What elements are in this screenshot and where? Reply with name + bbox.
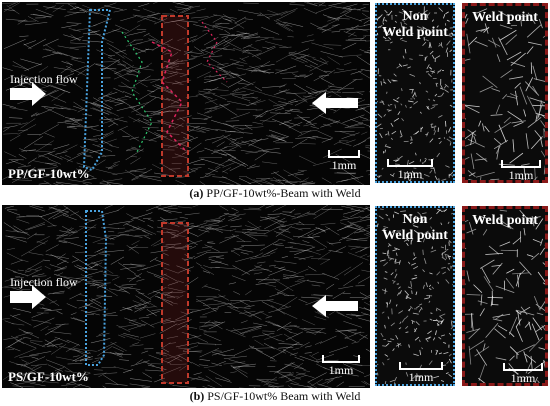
crop-non-weld-b: Non Weld point 1mm: [375, 206, 455, 386]
scale-bar-label: 1mm: [397, 167, 423, 181]
scale-bar-line: [387, 159, 433, 167]
injection-arrow-right-icon: [10, 82, 46, 106]
ct-image-main-b: Injection flow PS/GF-10wt% 1mm: [2, 205, 370, 388]
weld-overlay-a: [10, 9, 358, 177]
weld-overlay-b: [10, 210, 358, 384]
caption-text: PS/GF-10wt% Beam with Weld: [204, 389, 361, 403]
scale-bar-weld: 1mm: [503, 363, 543, 385]
scale-bar-main: 1mm: [322, 355, 360, 378]
fiber-texture-weld-a: [465, 8, 545, 180]
scale-bar-weld: 1mm: [501, 160, 541, 182]
fiber-texture-weld-b: [465, 209, 545, 383]
injection-arrow-right-icon: [10, 285, 46, 309]
non-weld-region-a: [82, 9, 112, 172]
crop-non-weld-a: Non Weld point 1mm: [375, 3, 455, 183]
crop-title-weld: Weld point: [472, 213, 538, 228]
scale-bar-label: 1mm: [328, 363, 354, 377]
material-label: PP/GF-10wt%: [8, 166, 90, 181]
material-label: PS/GF-10wt%: [8, 369, 89, 384]
caption-text: PP/GF-10wt%-Beam with Weld: [203, 186, 361, 200]
crop-title-non-weld: Non Weld point: [382, 212, 448, 243]
crop-title-non-weld: Non Weld point: [382, 9, 448, 40]
non-weld-region-b: [85, 210, 108, 366]
flow-trace-red2-a: [201, 21, 228, 83]
scale-bar-line: [328, 150, 360, 158]
caption-tag: (b): [189, 389, 205, 403]
scale-bar-line: [503, 363, 543, 371]
scale-bar-non: 1mm: [387, 159, 433, 181]
scale-bar-main: 1mm: [328, 150, 360, 173]
caption-b: (b) PS/GF-10wt% Beam with Weld: [0, 389, 550, 404]
scale-bar-label: 1mm: [331, 158, 357, 172]
crop-weld-b: Weld point 1mm: [462, 206, 548, 386]
weld-region-b: [161, 222, 189, 384]
crop-weld-a: Weld point 1mm: [462, 3, 548, 183]
caption-tag: (a): [189, 186, 204, 200]
injection-flow-label: Injection flow: [10, 275, 78, 289]
scale-bar-non: 1mm: [399, 362, 443, 384]
flow-trace-green-a: [121, 31, 153, 153]
ct-image-main-a: Injection flow PP/GF-10wt% 1mm: [2, 2, 370, 185]
flow-arrow-left-icon: [312, 295, 358, 317]
scale-bar-line: [501, 160, 541, 168]
scale-bar-label: 1mm: [510, 371, 536, 385]
flow-trace-red-a: [151, 41, 188, 153]
scale-bar-line: [399, 362, 443, 370]
scale-bar-label: 1mm: [408, 370, 434, 384]
injection-flow-label: Injection flow: [10, 72, 78, 86]
fiber-texture-b: [2, 205, 370, 388]
crop-title-weld: Weld point: [472, 10, 538, 25]
scale-bar-label: 1mm: [508, 168, 534, 182]
caption-a: (a) PP/GF-10wt%-Beam with Weld: [0, 186, 550, 201]
scale-bar-line: [322, 355, 360, 363]
flow-arrow-left-icon: [312, 92, 358, 114]
